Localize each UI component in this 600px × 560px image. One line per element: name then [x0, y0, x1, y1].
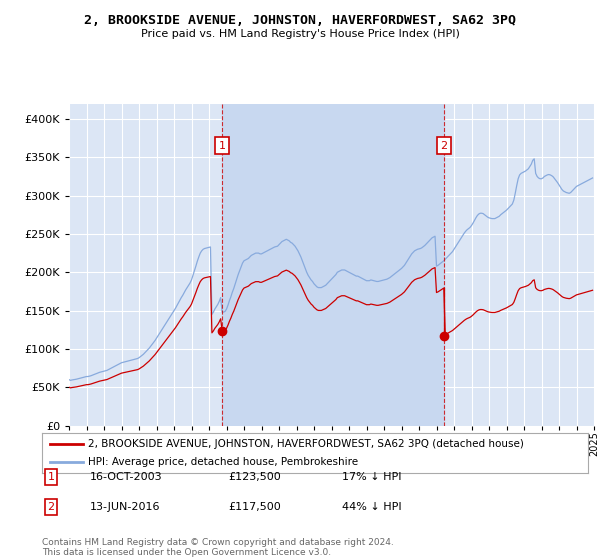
Text: 16-OCT-2003: 16-OCT-2003: [90, 472, 163, 482]
Text: 13-JUN-2016: 13-JUN-2016: [90, 502, 161, 512]
Text: 17% ↓ HPI: 17% ↓ HPI: [342, 472, 401, 482]
Text: 2, BROOKSIDE AVENUE, JOHNSTON, HAVERFORDWEST, SA62 3PQ: 2, BROOKSIDE AVENUE, JOHNSTON, HAVERFORD…: [84, 14, 516, 27]
Text: HPI: Average price, detached house, Pembrokeshire: HPI: Average price, detached house, Pemb…: [88, 458, 359, 467]
Text: Price paid vs. HM Land Registry's House Price Index (HPI): Price paid vs. HM Land Registry's House …: [140, 29, 460, 39]
Text: £123,500: £123,500: [228, 472, 281, 482]
Text: 2: 2: [440, 141, 448, 151]
Text: Contains HM Land Registry data © Crown copyright and database right 2024.
This d: Contains HM Land Registry data © Crown c…: [42, 538, 394, 557]
Text: 2: 2: [47, 502, 55, 512]
Text: £117,500: £117,500: [228, 502, 281, 512]
Text: 44% ↓ HPI: 44% ↓ HPI: [342, 502, 401, 512]
Text: 1: 1: [218, 141, 226, 151]
Bar: [222, 104, 444, 426]
Text: 2, BROOKSIDE AVENUE, JOHNSTON, HAVERFORDWEST, SA62 3PQ (detached house): 2, BROOKSIDE AVENUE, JOHNSTON, HAVERFORD…: [88, 439, 524, 449]
Text: 1: 1: [47, 472, 55, 482]
